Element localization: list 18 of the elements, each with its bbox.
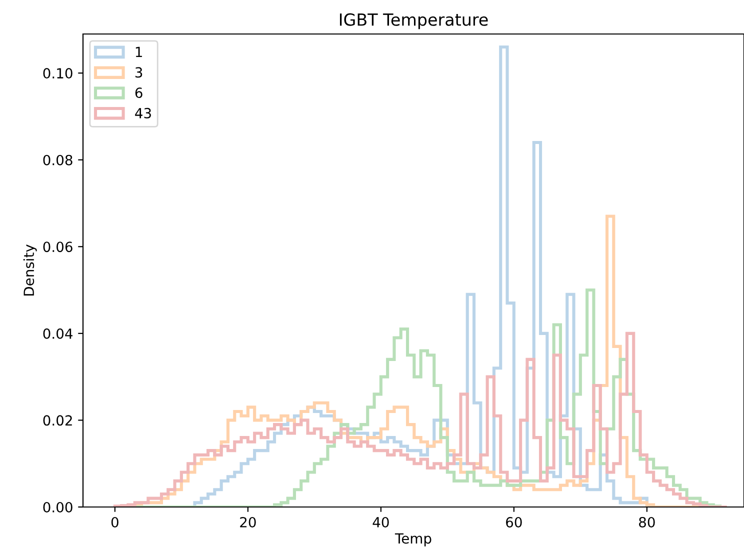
x-tick-label: 20 <box>240 516 256 528</box>
x-tick-label: 60 <box>506 516 522 528</box>
x-tick-label: 40 <box>372 516 389 528</box>
x-axis-title: Temp <box>394 533 432 546</box>
legend-label: 3 <box>135 67 142 78</box>
y-tick-label: 0.04 <box>43 328 72 339</box>
y-tick-label: 0.08 <box>43 154 72 166</box>
y-tick-label: 0.10 <box>43 68 72 79</box>
x-tick-label: 80 <box>639 516 655 528</box>
y-axis-title: Density <box>23 244 37 296</box>
y-tick-label: 0.06 <box>43 242 72 252</box>
x-tick-label: 0 <box>111 516 118 528</box>
y-tick-label: 0.00 <box>43 502 72 512</box>
chart-title: IGBT Temperature <box>340 13 488 30</box>
legend-label: 1 <box>136 46 142 58</box>
y-tick-label: 0.02 <box>43 415 72 426</box>
legend-label: 6 <box>135 88 142 98</box>
legend-label: 43 <box>135 108 151 118</box>
